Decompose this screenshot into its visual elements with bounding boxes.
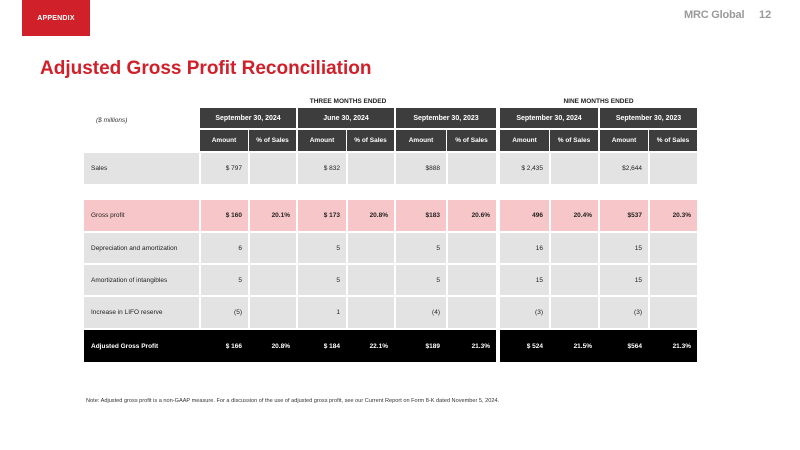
table-cell [649,265,697,295]
table-cell [447,233,496,263]
units-label: ($ millions) [96,117,128,124]
col-header-amount: Amount [500,130,549,151]
row-label: Gross profit [91,212,125,219]
table-cell [249,153,296,184]
table-cell [249,265,296,295]
table-row-depreciation: Depreciation and amortization 6 5 5 16 1… [84,233,697,263]
table-cell [550,265,598,295]
table-cell [550,297,598,328]
col-header-pct: % of Sales [249,130,296,151]
table-cell [550,233,598,263]
table-cell: 20.3% [672,212,691,219]
table-cell: $ 797 [225,165,242,172]
row-label: Depreciation and amortization [91,244,178,252]
col-header-pct: % of Sales [649,130,697,151]
page-number: 12 [759,9,772,21]
table-cell [649,153,697,184]
table-cell: $888 [425,165,440,172]
table-cell: 21.3% [672,342,691,350]
table-cell: $ 524 [526,342,543,350]
table-cell: $537 [627,212,642,219]
table-cell: 1 [336,309,340,316]
table-cell: $ 173 [323,212,340,219]
table-cell: $ 160 [225,212,242,219]
col-header-amount: Amount [298,130,346,151]
table-cell: 5 [336,276,340,284]
footnote: Note: Adjusted gross profit is a non-GAA… [86,398,500,404]
col-header-pct: % of Sales [550,130,598,151]
table-cell: 6 [238,244,242,252]
table-cell [347,297,394,328]
table-row-sales: Sales $ 797 $ 832 $888 $ 2,435 $2,644 [84,153,697,184]
table-cell: (4) [432,309,440,316]
table-cell [347,153,394,184]
row-label: Amortization of intangibles [91,276,168,284]
table-cell: 20.1% [271,212,290,219]
table-cell: $564 [627,342,642,350]
page-title: Adjusted Gross Profit Reconciliation [40,58,372,79]
table-cell: $183 [425,212,440,219]
row-label: Adjusted Gross Profit [91,342,159,350]
table-cell: 16 [535,244,543,252]
table-row-adjusted-gross-profit: Adjusted Gross Profit $ 166 20.8% $ 184 … [84,330,697,362]
table-cell: 15 [535,276,543,284]
table-cell: $ 166 [225,342,242,350]
table-cell: 5 [436,276,440,284]
col-header-amount: Amount [200,130,248,151]
table-cell: 15 [634,276,642,284]
table-cell: 496 [532,212,543,219]
table-cell: 20.4% [573,212,592,219]
col-header-pct: % of Sales [347,130,394,151]
group-three-months: THREE MONTHS ENDED [309,98,387,105]
table-cell: 5 [436,244,440,252]
period-header: June 30, 2024 [298,108,394,128]
group-nine-months: NINE MONTHS ENDED [563,98,634,105]
table-cell [447,265,496,295]
table-cell: 15 [634,244,642,252]
table-cell: 5 [238,276,242,284]
col-header-amount: Amount [396,130,446,151]
table-row-amortization: Amortization of intangibles 5 5 5 15 15 [84,265,697,295]
row-label: Sales [91,165,108,172]
table-cell [447,297,496,328]
table-cell: (3) [634,309,642,316]
period-header: September 30, 2023 [600,108,697,128]
table-cell: $2,644 [622,165,642,172]
appendix-tag: APPENDIX [22,0,90,36]
table-cell: (5) [234,309,242,316]
table-cell [347,233,394,263]
table-cell [249,297,296,328]
table-cell [649,297,697,328]
table-cell: $ 2,435 [521,165,543,172]
table-cell: 20.8% [271,342,290,350]
table-row-lifo: Increase in LIFO reserve (5) 1 (4) (3) (… [84,297,697,328]
period-header: September 30, 2024 [500,108,598,128]
col-header-amount: Amount [600,130,648,151]
table-cell [347,265,394,295]
table-cell: 21.3% [471,342,490,350]
table-cell: $ 184 [323,342,340,350]
table-cell: (3) [535,309,543,316]
table-cell: 21.5% [573,342,592,350]
company-logo: MRC Global [684,9,745,21]
period-header: September 30, 2024 [200,108,296,128]
table-cell: 20.6% [471,212,490,219]
col-header-pct: % of Sales [447,130,496,151]
table-cell: 22.1% [369,342,388,350]
period-header: September 30, 2023 [396,108,496,128]
table-cell [649,233,697,263]
table-cell: 20.8% [369,212,388,219]
table-cell: 5 [336,244,340,252]
table-cell [550,153,598,184]
table-row-gross-profit: Gross profit $ 160 20.1% $ 173 20.8% $18… [84,200,697,231]
table-cell [249,233,296,263]
table-cell [447,153,496,184]
table-cell: $ 832 [323,165,340,172]
row-label: Increase in LIFO reserve [91,309,163,316]
table-cell: $189 [425,342,440,350]
